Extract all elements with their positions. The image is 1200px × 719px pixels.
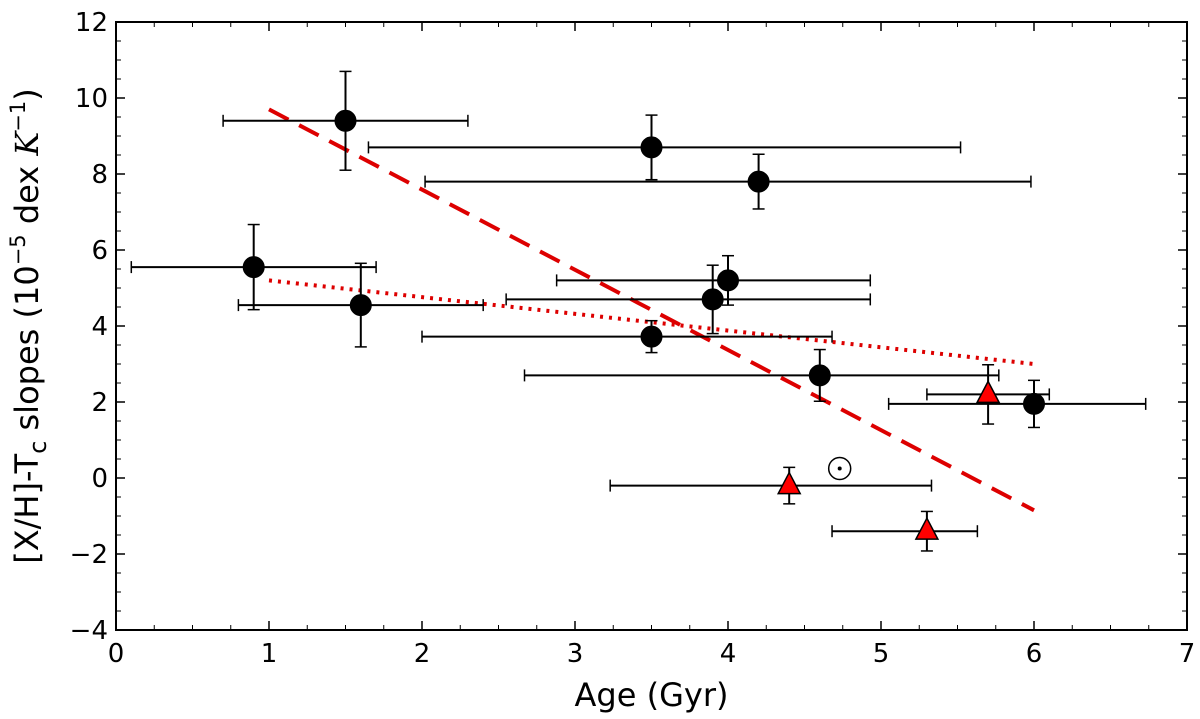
x-tick-label: 3 (567, 639, 584, 669)
y-label-unit-k: K (8, 130, 46, 157)
sun-marker (827, 456, 852, 481)
y-label-sup: −5 (6, 234, 30, 265)
y-label-suffix: ) (8, 88, 46, 100)
dotted-fit-line (268, 278, 1035, 366)
x-tick-label: 5 (873, 639, 890, 669)
x-tick-label: 6 (1026, 639, 1043, 669)
x-tick-label: 4 (720, 639, 737, 669)
fit-lines (268, 107, 1035, 513)
y-label-unit-sup: −1 (6, 101, 30, 132)
error-bars (130, 70, 1147, 552)
y-tick-label: 0 (91, 464, 108, 494)
data-point-circle (242, 256, 265, 279)
y-label-mid: slopes (10 (8, 265, 46, 440)
y-tick-label: 8 (91, 160, 108, 190)
x-tick-label: 1 (261, 639, 278, 669)
x-axis-label: Age (Gyr) (575, 676, 729, 714)
x-tick-label: 0 (108, 639, 125, 669)
y-axis-label: [X/H]-Tc slopes (10−5 dex K−1) (6, 88, 52, 564)
y-tick-label: 4 (91, 312, 108, 342)
y-label-sub: c (24, 441, 52, 454)
data-point-circle (1023, 392, 1045, 415)
dashed-fit-line (268, 107, 1035, 513)
y-tick-label: 2 (91, 388, 108, 418)
data-point-circle (701, 288, 724, 311)
plot-frame (115, 21, 1188, 631)
y-tick-label: −4 (70, 616, 108, 646)
y-tick-label: 10 (75, 84, 108, 114)
data-markers (242, 109, 1045, 540)
data-point-triangle (975, 379, 1001, 404)
data-point-circle (334, 109, 357, 132)
data-point-triangle (914, 516, 940, 540)
y-tick-label: 6 (91, 236, 108, 266)
y-tick-label: 12 (75, 8, 108, 38)
y-label-prefix: [X/H]-T (8, 453, 46, 563)
data-point-circle (747, 170, 770, 193)
sun-symbol-dot (837, 466, 842, 471)
data-point-triangle (776, 470, 802, 495)
data-point-circle (640, 136, 663, 159)
data-point-circle (717, 269, 739, 292)
y-label-unit-text: dex (8, 156, 46, 235)
y-tick-label: −2 (70, 540, 108, 570)
data-point-circle (349, 294, 372, 317)
x-tick-label: 2 (414, 639, 431, 669)
data-point-circle (640, 325, 663, 348)
data-point-circle (808, 364, 831, 387)
x-tick-label: 7 (1179, 639, 1196, 669)
